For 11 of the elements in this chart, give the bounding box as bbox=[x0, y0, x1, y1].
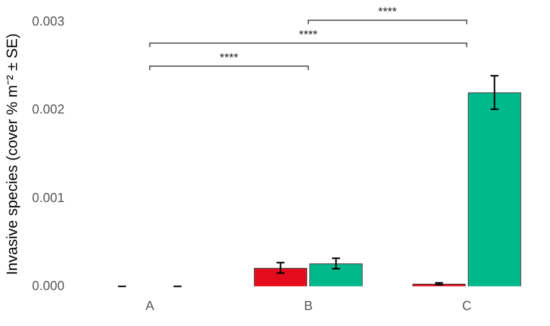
y-tick-label: 0.000 bbox=[32, 278, 65, 293]
annotation: **** bbox=[298, 27, 318, 42]
x-tick-label: C bbox=[462, 298, 472, 313]
y-tick-label: 0.003 bbox=[32, 14, 65, 29]
text: **** bbox=[378, 4, 398, 19]
annotation: **** bbox=[220, 50, 239, 64]
x-tick-label: A bbox=[145, 298, 154, 313]
y-axis-title: Invasive species (cover % m⁻² ± SE) bbox=[4, 33, 22, 276]
y-tick-label: 0.001 bbox=[32, 190, 65, 205]
x-tick-label: B bbox=[304, 298, 313, 313]
y-tick-label: 0.002 bbox=[32, 102, 65, 117]
